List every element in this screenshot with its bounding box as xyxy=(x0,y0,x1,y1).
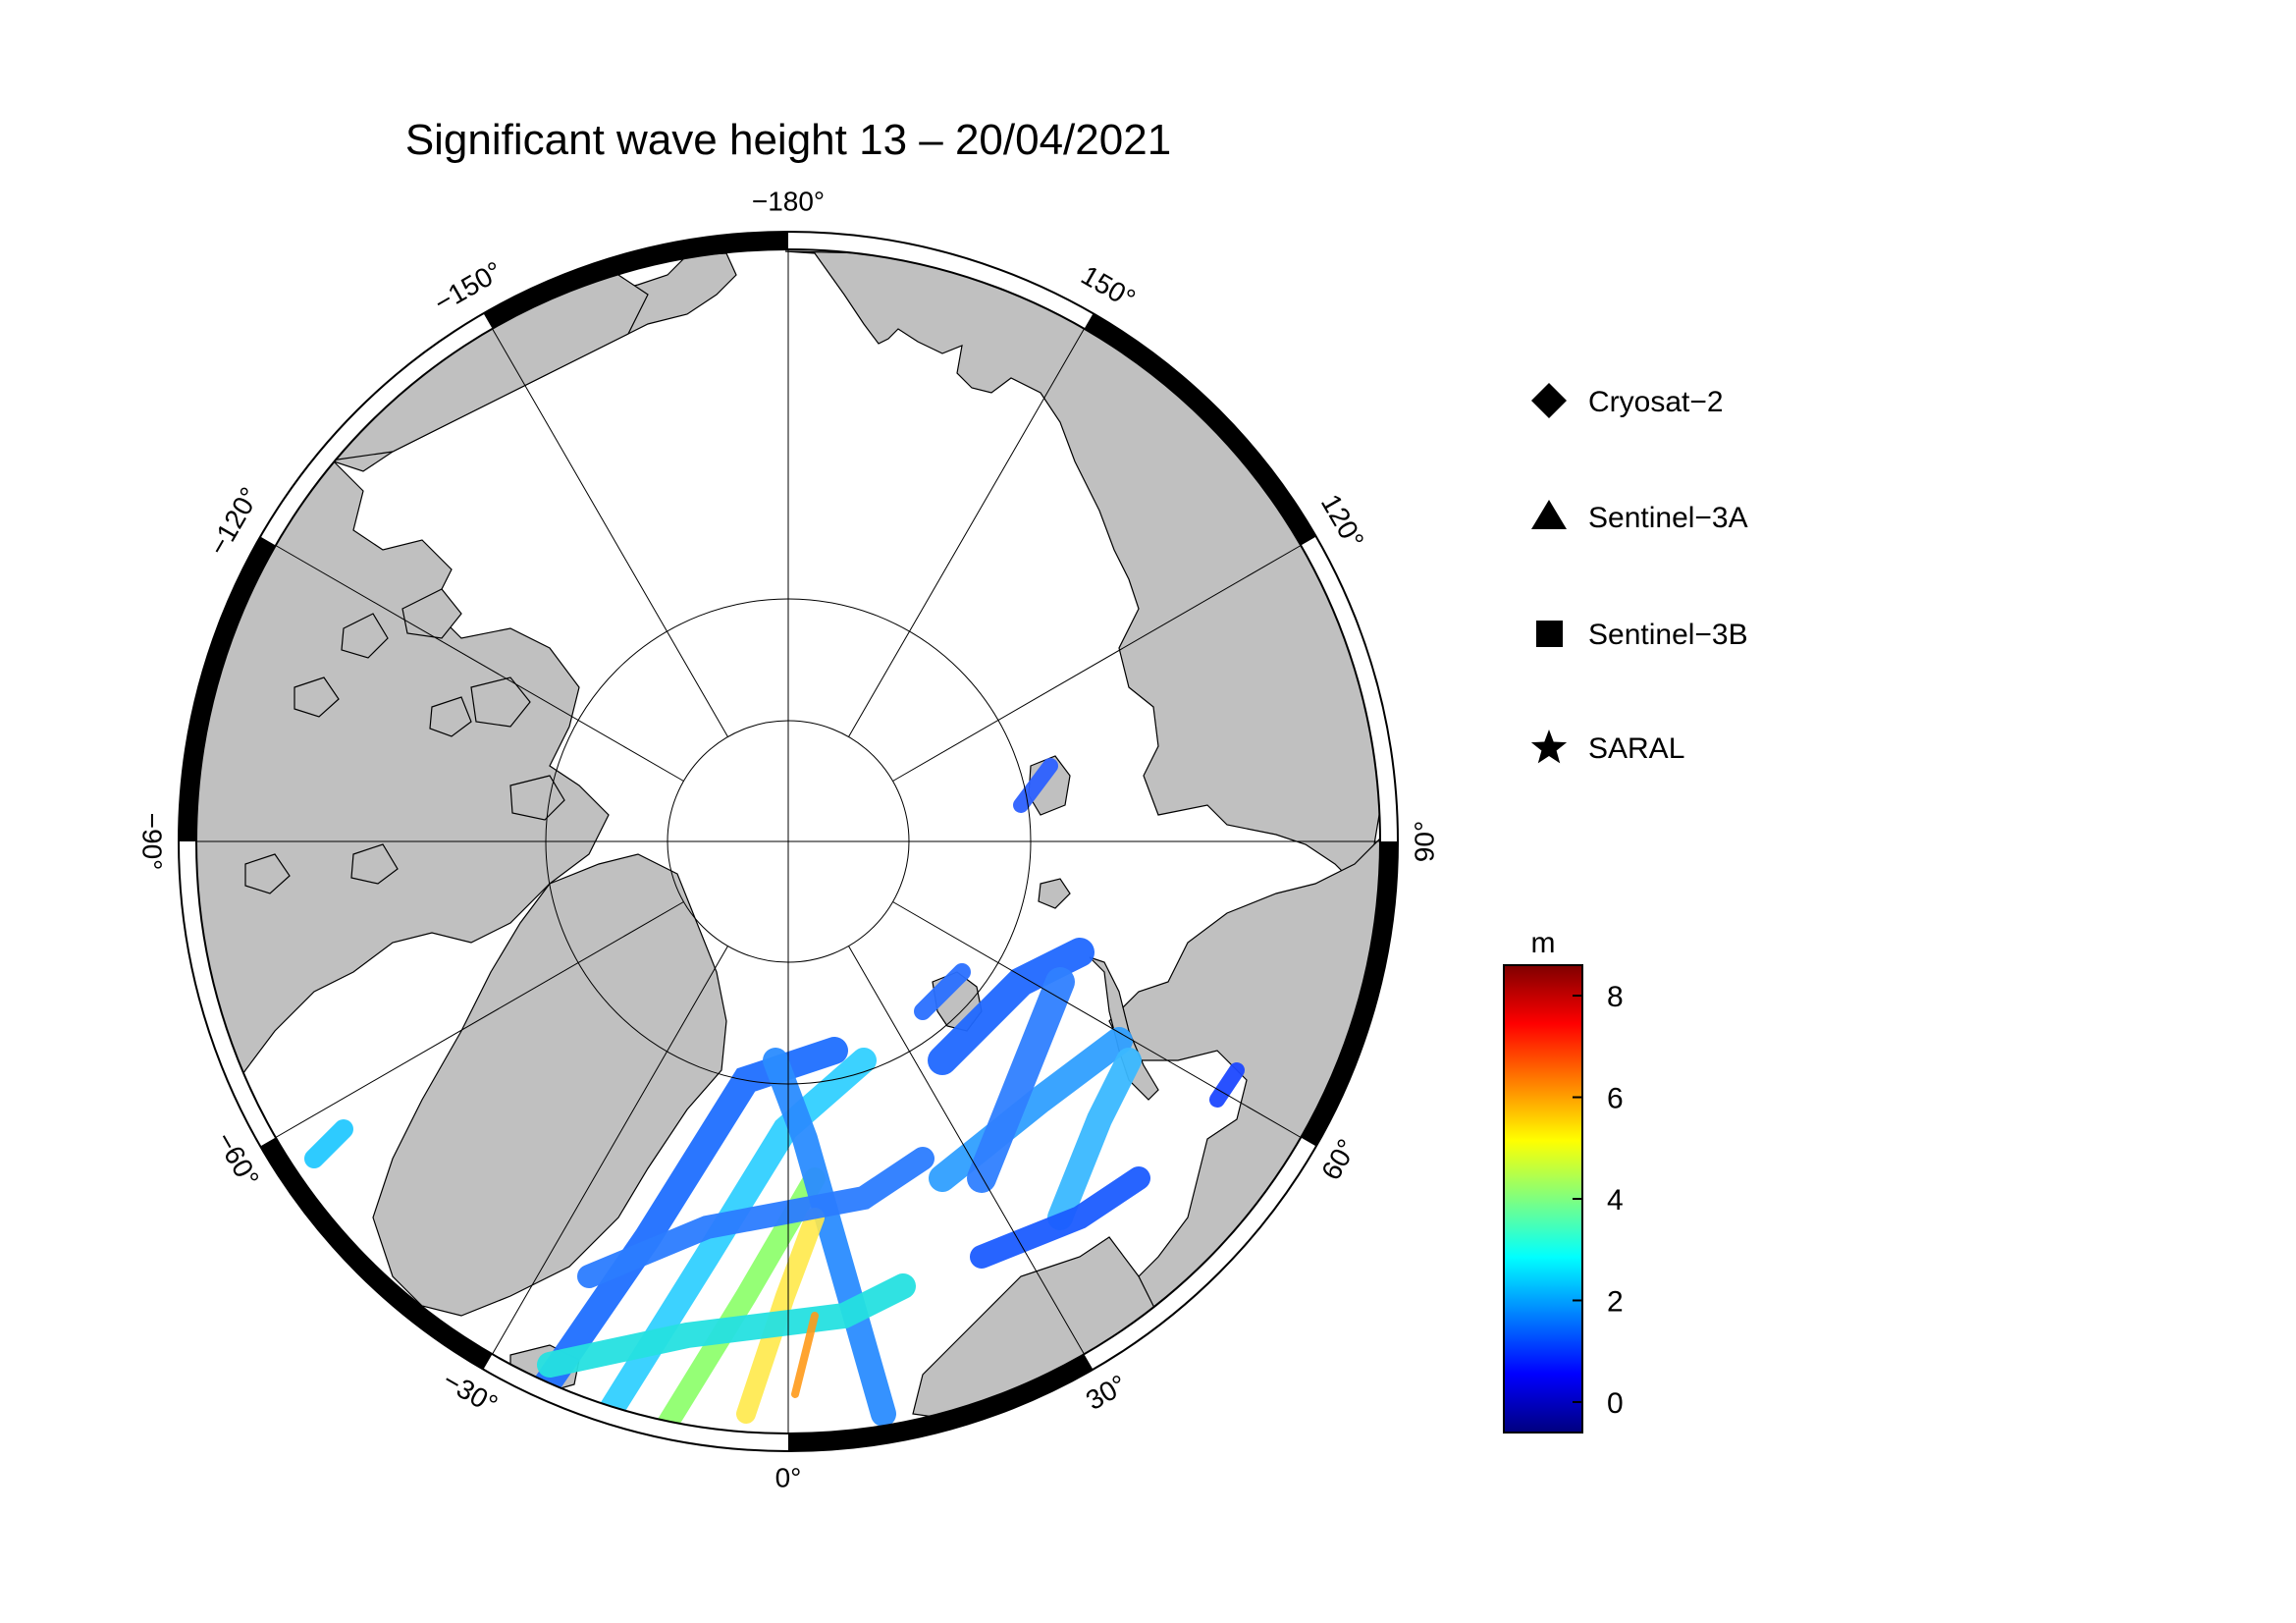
obs-band-atlantic-7 xyxy=(577,1147,934,1288)
colorbar-ticks: 0 2 4 6 8 xyxy=(1573,981,1624,1420)
colorbar-tick-label: 2 xyxy=(1607,1285,1624,1318)
obs-band-atlantic-6 xyxy=(537,1273,916,1378)
frame-outer-edge xyxy=(178,231,1399,1452)
obs-band-barents-1 xyxy=(928,938,1095,1075)
square-marker-icon xyxy=(1536,621,1563,647)
obs-band-atlantic-5 xyxy=(736,1208,825,1424)
obs-band-greenland-sea xyxy=(304,1119,353,1168)
legend-item-sentinel-3b: Sentinel−3B xyxy=(1536,619,1748,651)
map-frame xyxy=(179,232,1398,1451)
frame-segment xyxy=(787,232,1094,329)
frame-segment xyxy=(1084,313,1316,546)
longitude-label: 0° xyxy=(775,1462,802,1492)
obs-band-laptev xyxy=(1013,758,1058,813)
frame-inner-edge xyxy=(195,248,1381,1434)
legend-item-saral: SARAL xyxy=(1530,730,1684,765)
swh-observations xyxy=(304,758,1245,1434)
triangle-marker-icon xyxy=(1531,500,1567,529)
colorbar-tick-label: 0 xyxy=(1607,1387,1624,1420)
colorbar-tick-label: 4 xyxy=(1607,1184,1624,1217)
meridian-line xyxy=(892,901,1302,1138)
frame-segment xyxy=(1301,840,1398,1147)
land-canadian-islands xyxy=(244,588,565,894)
star-marker-icon xyxy=(1530,730,1568,764)
colorbar-tick-label: 6 xyxy=(1607,1083,1624,1115)
map-title: Significant wave height 13 – 20/04/2021 xyxy=(405,116,1171,164)
frame-segment xyxy=(1084,1137,1316,1370)
meridian-line xyxy=(892,545,1302,782)
meridian-line xyxy=(492,328,728,737)
obs-band-barents-2 xyxy=(929,1027,1133,1192)
meridian-line xyxy=(275,545,684,782)
polar-map: −180°150°120°90°60°30°0°−30°−60°−90°−120… xyxy=(137,186,1440,1492)
legend-label: Sentinel−3B xyxy=(1588,619,1748,651)
longitude-label: 60° xyxy=(1315,1134,1362,1185)
longitude-label: −90° xyxy=(137,813,168,871)
legend: Cryosat−2 Sentinel−3A Sentinel−3B SARAL xyxy=(1530,383,1748,765)
obs-band-barents-4 xyxy=(1047,1048,1142,1230)
diamond-marker-icon xyxy=(1531,383,1567,418)
land-greenland xyxy=(372,853,727,1317)
meridian-line xyxy=(275,901,684,1138)
frame-segment xyxy=(260,1137,493,1370)
meridian-line xyxy=(492,946,728,1355)
frame-segment xyxy=(1301,536,1398,842)
legend-label: Cryosat−2 xyxy=(1588,386,1724,418)
colorbar-scale xyxy=(1503,964,1583,1434)
land-franz-josef xyxy=(1038,878,1071,909)
obs-band-barents-3 xyxy=(967,967,1075,1193)
obs-band-kara-edge xyxy=(1209,1062,1245,1108)
frame-segment xyxy=(787,1354,1094,1451)
obs-band-norway xyxy=(970,1166,1150,1269)
longitude-label: 90° xyxy=(1409,821,1439,862)
colorbar-tick-label: 8 xyxy=(1607,981,1624,1013)
obs-band-hotspot xyxy=(791,1312,819,1398)
legend-label: SARAL xyxy=(1588,732,1684,765)
legend-item-cryosat: Cryosat−2 xyxy=(1531,383,1724,418)
meridian-line xyxy=(848,328,1085,737)
obs-band-fram-strait xyxy=(914,963,971,1020)
longitude-label: −180° xyxy=(752,186,825,216)
frame-segment xyxy=(483,232,789,329)
legend-item-sentinel-3a: Sentinel−3A xyxy=(1531,500,1748,534)
legend-label: Sentinel−3A xyxy=(1588,502,1748,534)
colorbar-unit: m xyxy=(1531,927,1556,959)
frame-segment xyxy=(483,1354,789,1451)
longitude-label: 120° xyxy=(1315,489,1370,554)
frame-segment xyxy=(179,840,276,1147)
meridians xyxy=(196,249,1380,1434)
longitude-label: 150° xyxy=(1076,259,1141,314)
meridian-line xyxy=(848,946,1085,1355)
graticule xyxy=(196,249,1380,1434)
frame-segment xyxy=(179,536,276,842)
frame-segment xyxy=(260,313,493,546)
colorbar: m 0 2 4 6 8 xyxy=(1503,927,1624,1434)
longitude-label: 30° xyxy=(1081,1369,1132,1416)
